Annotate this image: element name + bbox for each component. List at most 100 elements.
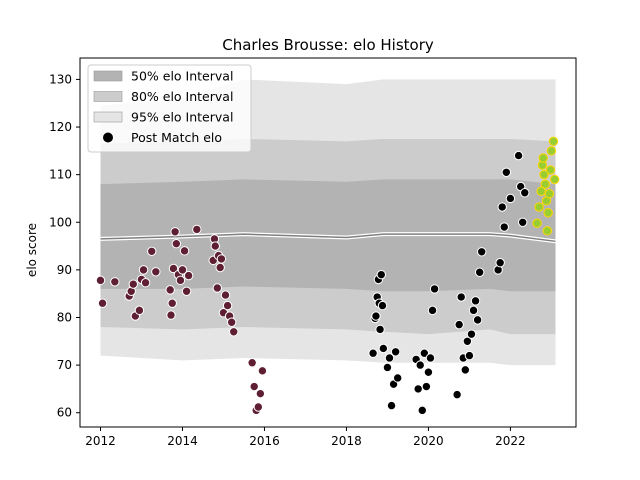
- y-tick-label: 120: [49, 120, 72, 134]
- post-match-elo-point: [422, 382, 430, 390]
- post-match-elo-point: [250, 382, 258, 390]
- post-match-elo-point: [475, 268, 483, 276]
- post-match-elo-point: [424, 368, 432, 376]
- post-match-elo-point: [467, 330, 475, 338]
- legend-swatch-band95: [94, 112, 122, 122]
- x-tick-label: 2018: [331, 434, 362, 448]
- post-match-elo-point: [545, 189, 553, 197]
- post-match-elo-point: [457, 293, 465, 301]
- post-match-elo-point: [461, 366, 469, 374]
- post-match-elo-point: [376, 325, 384, 333]
- post-match-elo-point: [453, 390, 461, 398]
- post-match-elo-point: [465, 351, 473, 359]
- post-match-elo-point: [213, 284, 221, 292]
- post-match-elo-point: [211, 242, 219, 250]
- post-match-elo-point: [514, 151, 522, 159]
- post-match-elo-point: [217, 255, 225, 263]
- post-match-elo-point: [391, 348, 399, 356]
- post-match-elo-point: [533, 219, 541, 227]
- post-match-elo-point: [473, 316, 481, 324]
- post-match-elo-point: [152, 268, 160, 276]
- x-tick-label: 2014: [167, 434, 198, 448]
- post-match-elo-point: [148, 247, 156, 255]
- legend: 50% elo Interval 80% elo Interval 95% elo …: [88, 65, 251, 152]
- post-match-elo-point: [379, 344, 387, 352]
- legend-label: Post Match elo: [131, 130, 222, 145]
- post-match-elo-point: [256, 389, 264, 397]
- post-match-elo-point: [498, 203, 506, 211]
- post-match-elo-point: [176, 276, 184, 284]
- post-match-elo-point: [141, 279, 149, 287]
- post-match-elo-point: [258, 367, 266, 375]
- y-tick-label: 70: [57, 358, 72, 372]
- post-match-elo-point: [549, 137, 557, 145]
- legend-label: 80% elo Interval: [131, 89, 233, 104]
- post-match-elo-point: [227, 318, 235, 326]
- post-match-elo-point: [230, 328, 238, 336]
- post-match-elo-point: [168, 299, 176, 307]
- y-tick-label: 80: [57, 310, 72, 324]
- post-match-elo-point: [502, 168, 510, 176]
- post-match-elo-point: [216, 263, 224, 271]
- post-match-elo-point: [426, 354, 434, 362]
- post-match-elo-point: [254, 403, 262, 411]
- post-match-elo-point: [377, 270, 385, 278]
- post-match-elo-point: [248, 359, 256, 367]
- post-match-elo-point: [223, 301, 231, 309]
- post-match-elo-point: [387, 401, 395, 409]
- post-match-elo-point: [139, 266, 147, 274]
- y-tick-label: 130: [49, 72, 72, 86]
- x-tick-label: 2022: [495, 434, 526, 448]
- post-match-elo-point: [544, 209, 552, 217]
- post-match-elo-point: [506, 194, 514, 202]
- x-tick-label: 2012: [85, 434, 116, 448]
- post-match-elo-point: [500, 223, 508, 231]
- x-tick-label: 2020: [413, 434, 444, 448]
- post-match-elo-point: [167, 311, 175, 319]
- post-match-elo-point: [98, 299, 106, 307]
- post-match-elo-point: [546, 166, 554, 174]
- x-tick-label: 2016: [249, 434, 280, 448]
- post-match-elo-point: [378, 301, 386, 309]
- post-match-elo-point: [184, 271, 192, 279]
- post-match-elo-point: [496, 259, 504, 267]
- chart-title: Charles Brousse: elo History: [222, 36, 434, 54]
- post-match-elo-point: [455, 320, 463, 328]
- y-axis-label: elo score: [25, 223, 39, 277]
- post-match-elo-point: [469, 306, 477, 314]
- post-match-elo-point: [535, 203, 543, 211]
- post-match-elo-point: [428, 306, 436, 314]
- post-match-elo-point: [383, 363, 391, 371]
- post-match-elo-point: [393, 374, 401, 382]
- post-match-elo-point: [521, 189, 529, 197]
- post-match-elo-point: [166, 286, 174, 294]
- post-match-elo-point: [111, 278, 119, 286]
- y-tick-label: 100: [49, 215, 72, 229]
- post-match-elo-point: [221, 291, 229, 299]
- post-match-elo-point: [369, 349, 377, 357]
- y-tick-label: 60: [57, 406, 72, 420]
- post-match-elo-point: [547, 147, 555, 155]
- post-match-elo-point: [414, 385, 422, 393]
- post-match-elo-point: [541, 180, 549, 188]
- y-tick-label: 90: [57, 263, 72, 277]
- post-match-elo-point: [182, 287, 190, 295]
- post-match-elo-point: [372, 312, 380, 320]
- post-match-elo-point: [96, 276, 104, 284]
- legend-label: 95% elo Interval: [131, 110, 233, 125]
- post-match-elo-point: [180, 247, 188, 255]
- post-match-elo-point: [519, 218, 527, 226]
- legend-swatch-band50: [94, 71, 122, 81]
- post-match-elo-point: [471, 297, 479, 305]
- post-match-elo-point: [543, 227, 551, 235]
- post-match-elo-point: [129, 280, 137, 288]
- post-match-elo-point: [550, 175, 558, 183]
- y-tick-label: 110: [49, 168, 72, 182]
- legend-label: 50% elo Interval: [131, 69, 233, 84]
- post-match-elo-point: [418, 406, 426, 414]
- post-match-elo-point: [430, 285, 438, 293]
- post-match-elo-point: [171, 228, 179, 236]
- post-match-elo-point: [172, 239, 180, 247]
- post-match-elo-point: [416, 361, 424, 369]
